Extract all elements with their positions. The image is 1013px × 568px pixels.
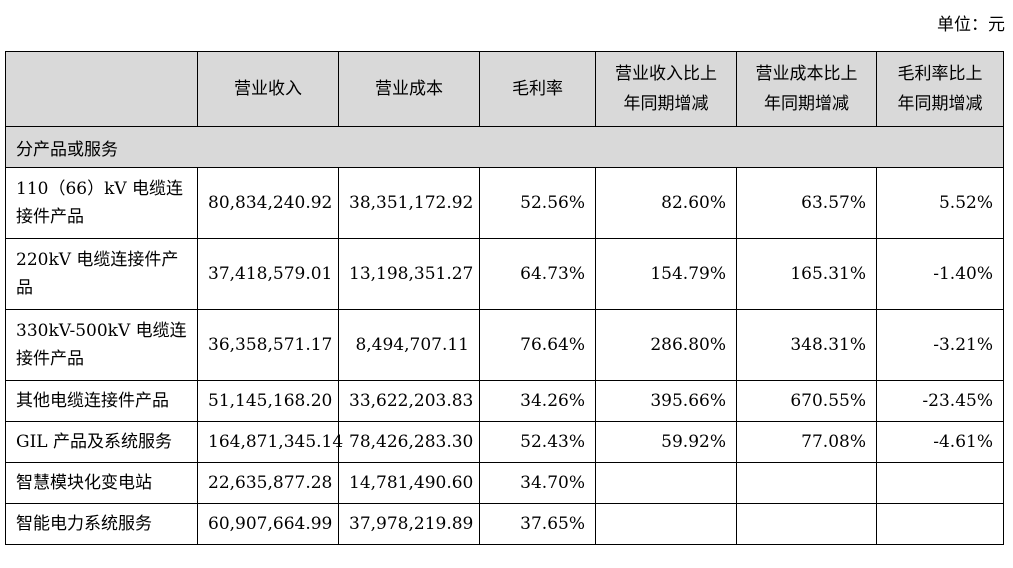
cost-change-cell: 670.55% [736,380,877,422]
table-row: 其他电缆连接件产品 51,145,168.20 33,622,203.83 34… [5,380,1004,422]
table-row: 220kV 电缆连接件产品 37,418,579.01 13,198,351.2… [5,238,1004,310]
rev-change-cell: 395.66% [595,380,737,422]
margin-change-cell: -23.45% [876,380,1004,422]
header-cell-cost-change: 营业成本比上 年同期增减 [736,51,877,127]
cost-cell: 33,622,203.83 [338,380,480,422]
header-line: 年同期增减 [764,94,849,114]
table-row: 智慧模块化变电站 22,635,877.28 14,781,490.60 34.… [5,462,1004,504]
rev-change-cell [595,503,737,545]
header-line: 营业成本比上 [755,64,858,84]
revenue-cell: 80,834,240.92 [197,167,339,239]
product-name: 其他电缆连接件产品 [5,380,198,422]
product-name: 220kV 电缆连接件产品 [5,238,198,310]
margin-change-cell: 5.52% [876,167,1004,239]
header-cell-rev-change: 营业收入比上 年同期增减 [595,51,737,127]
margin-change-cell [876,462,1004,504]
margin-change-cell: -4.61% [876,421,1004,463]
header-cell-revenue: 营业收入 [197,51,339,127]
cost-change-cell [736,503,877,545]
product-name: 智慧模块化变电站 [5,462,198,504]
header-row: 营业收入 营业成本 毛利率 营业收入比上 年同期增减 营业成本比上 年同期增减 … [5,51,1004,127]
revenue-cell: 51,145,168.20 [197,380,339,422]
section-row: 分产品或服务 [5,126,1004,168]
rev-change-cell: 59.92% [595,421,737,463]
revenue-cell: 36,358,571.17 [197,309,339,381]
cost-cell: 78,426,283.30 [338,421,480,463]
cost-change-cell: 77.08% [736,421,877,463]
revenue-cost-table: 营业收入 营业成本 毛利率 营业收入比上 年同期增减 营业成本比上 年同期增减 … [5,51,1004,545]
revenue-cell: 60,907,664.99 [197,503,339,545]
cost-cell: 8,494,707.11 [338,309,480,381]
header-cell-name [5,51,198,127]
product-name: 智能电力系统服务 [5,503,198,545]
margin-cell: 34.70% [479,462,596,504]
header-cell-cost: 营业成本 [338,51,480,127]
header-cell-margin: 毛利率 [479,51,596,127]
table-row: 330kV-500kV 电缆连接件产品 36,358,571.17 8,494,… [5,309,1004,381]
table-row: 智能电力系统服务 60,907,664.99 37,978,219.89 37.… [5,503,1004,545]
margin-cell: 52.43% [479,421,596,463]
margin-cell: 34.26% [479,380,596,422]
section-label: 分产品或服务 [5,126,1004,168]
header-line: 营业收入比上 [615,64,717,84]
revenue-cell: 164,871,345.14 [197,421,343,463]
rev-change-cell: 286.80% [595,309,737,381]
rev-change-cell: 154.79% [595,238,737,310]
margin-cell: 37.65% [479,503,596,545]
header-line: 年同期增减 [897,94,983,114]
rev-change-cell: 82.60% [595,167,737,239]
unit-label: 单位：元 [937,15,1005,35]
cost-change-cell: 63.57% [736,167,877,239]
cost-cell: 13,198,351.27 [338,238,480,310]
margin-change-cell [876,503,1004,545]
margin-change-cell: -1.40% [876,238,1004,310]
rev-change-cell [595,462,737,504]
revenue-cell: 37,418,579.01 [197,238,339,310]
header-line: 年同期增减 [623,94,709,114]
cost-cell: 38,351,172.92 [338,167,480,239]
revenue-cell: 22,635,877.28 [197,462,339,504]
product-name: 330kV-500kV 电缆连接件产品 [5,309,198,381]
margin-cell: 52.56% [479,167,596,239]
product-name: 110（66）kV 电缆连接件产品 [5,167,198,239]
table-row: 110（66）kV 电缆连接件产品 80,834,240.92 38,351,1… [5,167,1004,239]
cost-change-cell: 165.31% [736,238,877,310]
product-name: GIL 产品及系统服务 [5,421,198,463]
cost-change-cell [736,462,877,504]
table-row: GIL 产品及系统服务 164,871,345.14 78,426,283.30… [5,421,1004,463]
cost-cell: 37,978,219.89 [338,503,480,545]
header-line: 毛利率比上 [897,64,983,84]
margin-change-cell: -3.21% [876,309,1004,381]
cost-change-cell: 348.31% [736,309,877,381]
header-cell-margin-change: 毛利率比上 年同期增减 [876,51,1004,127]
margin-cell: 64.73% [479,238,596,310]
margin-cell: 76.64% [479,309,596,381]
cost-cell: 14,781,490.60 [338,462,480,504]
